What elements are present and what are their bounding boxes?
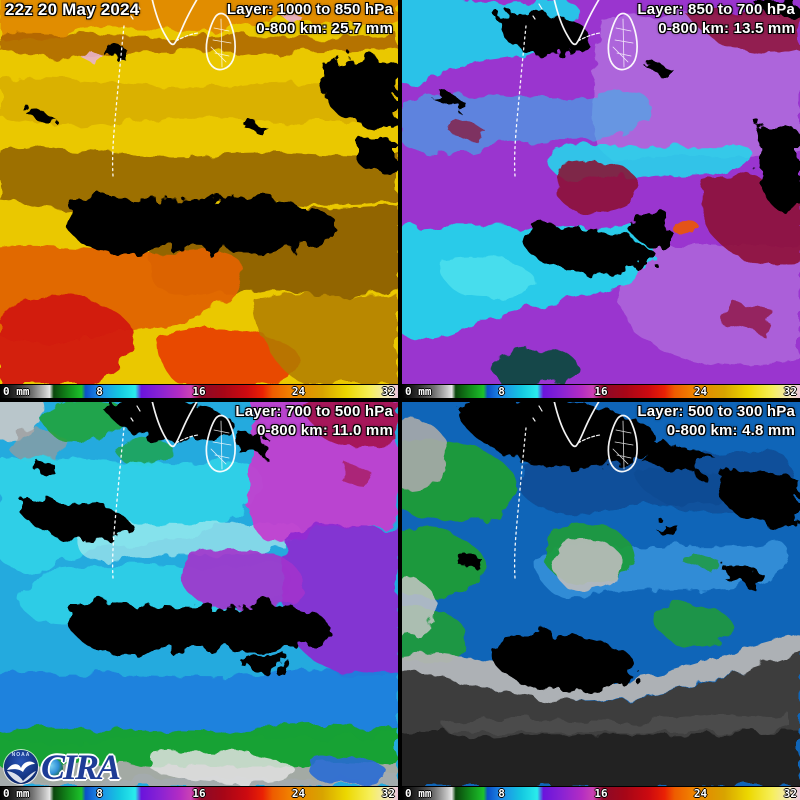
colorbar-tick: 8 [498,787,505,800]
lpw-field-500-300 [402,402,800,787]
panel-header: Layer: 1000 to 850 hPa 0-800 km: 25.7 mm [227,1,393,39]
colorbar: 0 mm 8 16 24 32 [402,384,800,398]
panel-layer-850-700: Layer: 850 to 700 hPa 0-800 km: 13.5 mm … [402,0,800,398]
panel-header: Layer: 700 to 500 hPa 0-800 km: 11.0 mm [235,403,393,441]
colorbar-tick: 8 [498,385,505,398]
colorbar-tick: 24 [693,787,708,800]
colorbar: 0 mm 8 16 24 32 [0,786,398,800]
colorbar-tick: 0 mm [405,385,432,398]
earth-globe-icon [44,759,63,778]
layer-label: Layer: 700 to 500 hPa [235,403,393,420]
lpw-field-700-500 [0,402,398,787]
lpw-field-850-700 [402,0,800,385]
colorbar-tick: 8 [96,787,103,800]
noaa-gull-icon [7,761,36,783]
colorbar-gradient [402,385,800,398]
colorbar-tick: 16 [594,787,608,800]
layer-label: Layer: 1000 to 850 hPa [226,1,393,18]
colorbar-tick: 24 [291,385,306,398]
timestamp: 22z 20 May 2024 [5,0,140,19]
value-label: 0-800 km: 13.5 mm [658,19,795,37]
cira-logo: CIRA [41,747,121,787]
colorbar-tick: 32 [783,385,797,398]
colorbar-tick: 16 [594,385,608,398]
colorbar: 0 mm 8 16 24 32 [0,384,398,398]
value-label: 0-800 km: 4.8 mm [666,421,795,439]
layer-label: Layer: 500 to 300 hPa [637,403,795,420]
panel-header: Layer: 850 to 700 hPa 0-800 km: 13.5 mm [637,1,795,39]
panel-layer-500-300: Layer: 500 to 300 hPa 0-800 km: 4.8 mm 0… [402,402,800,800]
colorbar-tick: 0 mm [3,385,30,398]
colorbar-tick: 32 [783,787,797,800]
panel-layer-1000-850: 22z 20 May 2024 Layer: 1000 to 850 hPa 0… [0,0,398,398]
colorbar-tick: 8 [96,385,103,398]
panel-layer-700-500: Layer: 700 to 500 hPa 0-800 km: 11.0 mm … [0,402,398,800]
panel-header: Layer: 500 to 300 hPa 0-800 km: 4.8 mm [637,403,795,441]
colorbar-tick: 32 [381,385,395,398]
colorbar-tick: 16 [192,787,206,800]
cira-logo-text: CIRA [41,747,121,787]
colorbar-tick: 24 [291,787,306,800]
colorbar-tick: 0 mm [405,787,432,800]
noaa-logo-label: NOAA [11,752,31,758]
colorbar-gradient [0,385,398,398]
noaa-logo-icon: NOAA [4,750,38,784]
colorbar-tick: 24 [693,385,708,398]
lpw-field-1000-850 [0,0,398,385]
colorbar-gradient [402,787,800,800]
value-label: 0-800 km: 11.0 mm [257,421,393,439]
colorbar-gradient [0,787,398,800]
colorbar-tick: 0 mm [3,787,30,800]
colorbar-tick: 16 [192,385,206,398]
layer-label: Layer: 850 to 700 hPa [637,1,795,18]
colorbar: 0 mm 8 16 24 32 [402,786,800,800]
value-label: 0-800 km: 25.7 mm [256,19,393,37]
branding: NOAA CIRA [4,747,121,787]
colorbar-tick: 32 [381,787,395,800]
